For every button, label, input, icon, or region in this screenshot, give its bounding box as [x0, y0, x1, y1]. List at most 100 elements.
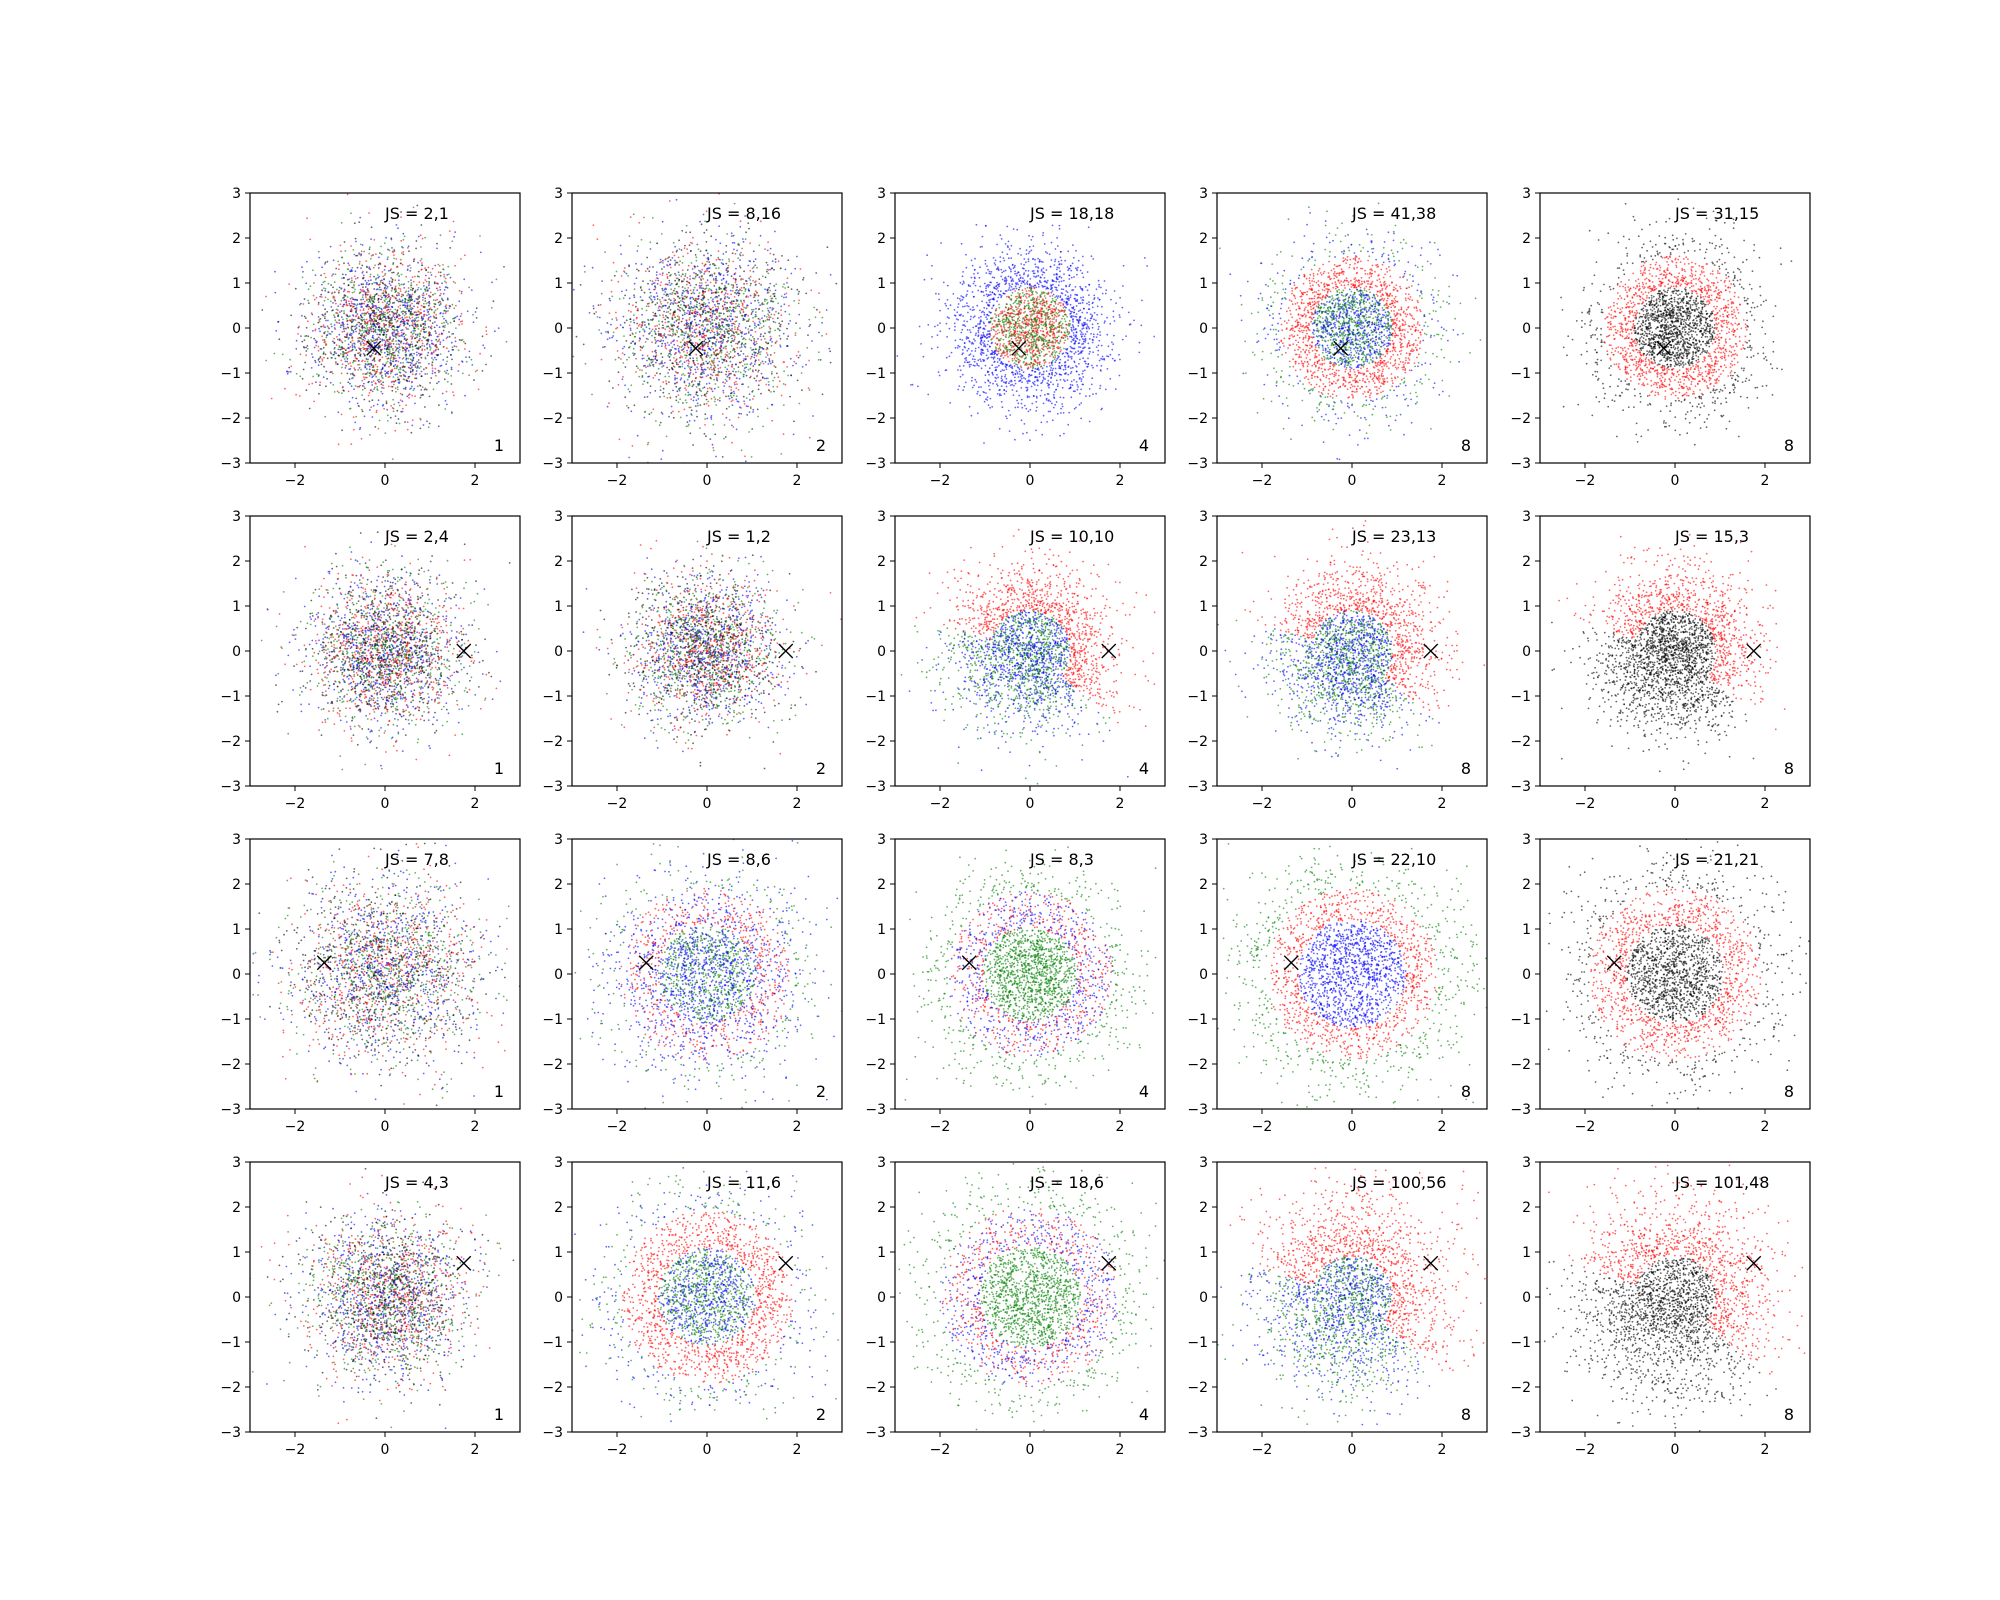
- scatter-point: [430, 339, 433, 342]
- scatter-point: [731, 241, 734, 244]
- scatter-point: [671, 325, 674, 328]
- scatter-point: [445, 310, 448, 313]
- scatter-point: [355, 311, 357, 314]
- scatter-point: [689, 289, 692, 292]
- scatter-point: [667, 317, 670, 319]
- scatter-point: [686, 378, 689, 381]
- scatter-point: [418, 335, 421, 338]
- scatter-point: [426, 314, 428, 317]
- scatter-point: [757, 384, 760, 387]
- scatter-point: [365, 334, 367, 337]
- scatter-point: [694, 380, 696, 382]
- scatter-point: [742, 353, 745, 355]
- scatter-point: [302, 303, 305, 305]
- scatter-point: [644, 364, 646, 367]
- scatter-point: [419, 346, 422, 348]
- scatter-point: [289, 370, 292, 373]
- scatter-point: [446, 298, 449, 301]
- scatter-point: [356, 277, 359, 279]
- scatter-point: [702, 387, 704, 389]
- scatter-point: [398, 404, 401, 407]
- scatter-point: [675, 290, 678, 293]
- scatter-point: [442, 329, 445, 332]
- scatter-point: [692, 325, 694, 327]
- scatter-point: [670, 405, 673, 408]
- scatter-point: [641, 313, 643, 316]
- scatter-point: [442, 339, 445, 342]
- scatter-point: [640, 324, 643, 326]
- scatter-point: [689, 275, 691, 277]
- scatter-point: [708, 267, 711, 269]
- scatter-point: [394, 334, 397, 337]
- scatter-point: [411, 298, 413, 301]
- scatter-point: [361, 264, 364, 267]
- scatter-point: [429, 307, 432, 310]
- scatter-point: [432, 351, 435, 354]
- scatter-point: [433, 281, 436, 284]
- scatter-point: [419, 332, 421, 335]
- scatter-point: [643, 380, 646, 383]
- scatter-point: [407, 357, 410, 360]
- scatter-point: [400, 283, 403, 286]
- scatter-point: [646, 382, 649, 384]
- scatter-point: [465, 356, 467, 358]
- scatter-point: [392, 398, 394, 401]
- scatter-point: [395, 289, 398, 291]
- scatter-point: [343, 358, 346, 360]
- scatter-point: [622, 315, 625, 318]
- scatter-point: [345, 364, 347, 367]
- scatter-point: [318, 327, 320, 330]
- scatter-point: [418, 276, 420, 278]
- scatter-point: [780, 394, 783, 397]
- scatter-point: [758, 282, 761, 285]
- scatter-point: [731, 404, 734, 407]
- scatter-point: [394, 291, 397, 294]
- scatter-point: [683, 301, 685, 304]
- scatter-point: [659, 372, 661, 375]
- scatter-point: [352, 286, 355, 289]
- scatter-point: [808, 389, 811, 391]
- scatter-point: [344, 340, 347, 342]
- scatter-point: [361, 379, 364, 382]
- scatter-point: [784, 310, 787, 313]
- scatter-point: [427, 326, 430, 328]
- scatter-point: [736, 214, 738, 217]
- scatter-point: [696, 359, 698, 362]
- scatter-point: [371, 306, 374, 309]
- scatter-point: [424, 326, 427, 329]
- scatter-point: [369, 328, 372, 331]
- scatter-point: [692, 399, 695, 402]
- scatter-point: [383, 347, 386, 350]
- scatter-point: [685, 384, 687, 387]
- scatter-point: [646, 359, 648, 362]
- scatter-point: [468, 350, 471, 353]
- scatter-point: [370, 339, 372, 341]
- scatter-point: [724, 346, 726, 348]
- scatter-point: [698, 276, 701, 279]
- scatter-point: [412, 359, 415, 361]
- scatter-point: [375, 371, 378, 374]
- scatter-point: [683, 337, 685, 340]
- scatter-point: [388, 375, 391, 378]
- scatter-point: [437, 380, 440, 383]
- scatter-point: [703, 403, 706, 406]
- scatter-point: [688, 244, 691, 247]
- scatter-point: [726, 296, 729, 298]
- scatter-point: [444, 286, 447, 289]
- scatter-point: [667, 295, 670, 298]
- scatter-point: [320, 325, 323, 328]
- scatter-point: [686, 336, 689, 339]
- scatter-point: [724, 378, 727, 381]
- scatter-point: [671, 346, 674, 349]
- scatter-point: [683, 331, 685, 334]
- scatter-point: [652, 282, 655, 285]
- scatter-point: [407, 377, 410, 380]
- scatter-point: [775, 340, 778, 343]
- scatter-point: [410, 284, 412, 287]
- scatter-point: [659, 396, 661, 398]
- scatter-point: [365, 343, 368, 346]
- scatter-point: [325, 385, 327, 388]
- scatter-point: [416, 336, 418, 338]
- scatter-point: [433, 316, 436, 318]
- scatter-point: [688, 384, 691, 386]
